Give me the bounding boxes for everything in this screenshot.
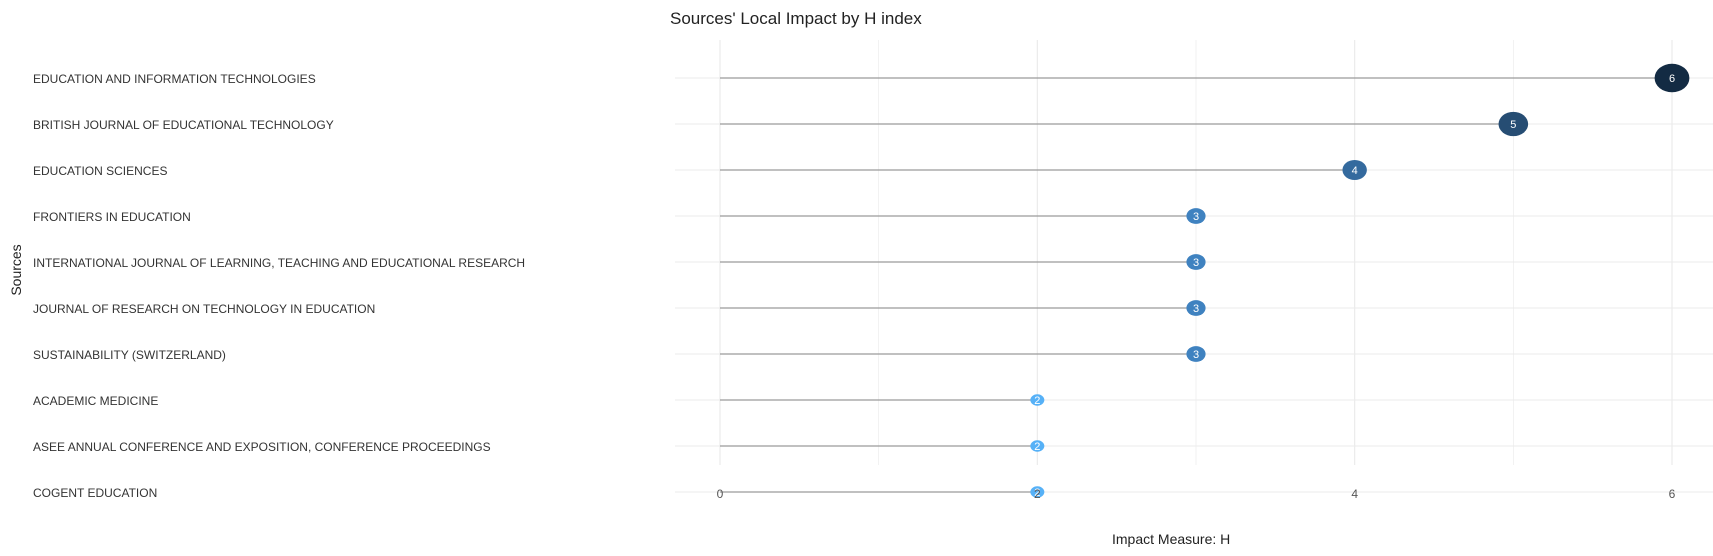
point-value-label: 4 bbox=[1352, 165, 1358, 177]
lollipop-point bbox=[1186, 346, 1206, 362]
category-label: EDUCATION AND INFORMATION TECHNOLOGIES bbox=[33, 72, 316, 86]
lollipop-point bbox=[1342, 159, 1367, 181]
category-label: BRITISH JOURNAL OF EDUCATIONAL TECHNOLOG… bbox=[33, 118, 334, 132]
point-value-label: 3 bbox=[1193, 211, 1199, 223]
lollipop-point bbox=[1030, 394, 1045, 406]
chart-title: Sources' Local Impact by H index bbox=[670, 9, 922, 28]
point-value-label: 3 bbox=[1193, 349, 1199, 361]
lollipop-point bbox=[1498, 111, 1529, 137]
category-label: ACADEMIC MEDICINE bbox=[33, 394, 158, 408]
point-layer: 6 5 4 3 3 3 3 2 2 2 bbox=[1030, 63, 1690, 499]
point-value-label: 3 bbox=[1193, 303, 1199, 315]
lollipop-point bbox=[1186, 254, 1206, 270]
point-value-label: 2 bbox=[1034, 441, 1040, 453]
point-value-label: 6 bbox=[1669, 73, 1675, 85]
x-tick-labels: 0 2 4 6 bbox=[717, 487, 1676, 501]
stem-layer bbox=[720, 77, 1672, 493]
lollipop-point bbox=[1030, 440, 1045, 452]
lollipop-point bbox=[1030, 486, 1045, 498]
x-tick-label: 0 bbox=[717, 487, 724, 501]
category-label: FRONTIERS IN EDUCATION bbox=[33, 210, 191, 224]
point-value-label: 2 bbox=[1034, 395, 1040, 407]
lollipop-point bbox=[1654, 63, 1690, 93]
x-tick-label: 2 bbox=[1034, 487, 1041, 501]
category-label: INTERNATIONAL JOURNAL OF LEARNING, TEACH… bbox=[33, 256, 525, 270]
x-tick-label: 4 bbox=[1351, 487, 1358, 501]
category-label: COGENT EDUCATION bbox=[33, 486, 157, 500]
point-value-label: 5 bbox=[1510, 119, 1516, 131]
category-labels: EDUCATION AND INFORMATION TECHNOLOGIES BR… bbox=[33, 72, 525, 500]
x-tick-label: 6 bbox=[1669, 487, 1676, 501]
category-label: EDUCATION SCIENCES bbox=[33, 164, 167, 178]
x-axis-label: Impact Measure: H bbox=[1112, 531, 1230, 547]
category-label: SUSTAINABILITY (SWITZERLAND) bbox=[33, 348, 226, 362]
point-value-label: 3 bbox=[1193, 257, 1199, 269]
lollipop-point bbox=[1186, 300, 1206, 316]
category-label: ASEE ANNUAL CONFERENCE AND EXPOSITION, C… bbox=[33, 440, 491, 454]
y-axis-label: Sources bbox=[8, 244, 24, 295]
category-label: JOURNAL OF RESEARCH ON TECHNOLOGY IN EDU… bbox=[33, 302, 375, 316]
point-value-label: 2 bbox=[1034, 487, 1040, 499]
lollipop-point bbox=[1186, 208, 1206, 224]
